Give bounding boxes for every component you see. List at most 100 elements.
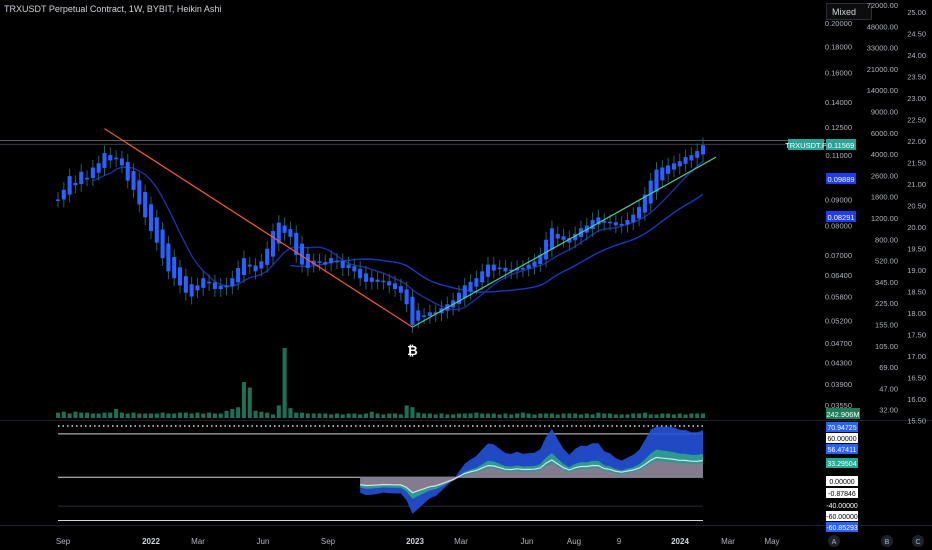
symbol-tag: TRXUSDT.P [785,141,827,150]
volume-bar [369,411,374,418]
volume-bar [143,413,148,418]
candle [683,157,688,164]
volume-bar [102,412,107,418]
oscillator-tag: -60.85293 [826,525,858,532]
chart-title: TRXUSDT Perpetual Contract, 1W, BYBIT, H… [4,4,222,14]
candle [555,233,560,239]
volume-bar [218,413,223,418]
candle [305,253,310,268]
volume-bar [79,412,84,418]
price-axis-label: 0.08000 [825,221,852,230]
right-axis-label: 22.00 [907,137,926,146]
candle [177,267,183,286]
price-axis-label: 0.14000 [825,98,852,107]
corner-button-c[interactable] [912,535,924,547]
volume-bar [90,413,95,418]
volume-bar [247,387,252,418]
candle [114,157,119,160]
candle [253,265,258,272]
volume-bar [695,413,700,418]
price-axis-label: 0.07000 [825,251,852,260]
candle [224,285,229,288]
volume-bar [230,409,235,418]
candle [590,220,595,230]
candle [544,239,549,260]
volume-bar [578,414,584,418]
time-axis-label: May [764,537,779,546]
volume-bar [584,413,589,418]
candle [265,248,270,265]
right-axis-label: 18.50 [907,288,926,297]
volume-bar [416,412,421,418]
volume-bar [544,413,549,418]
volume-bar [201,413,206,418]
volume-bar [73,411,78,418]
volume-bar [613,414,618,418]
volume-axis-label: 225.00 [875,299,898,308]
time-axis-label: Jun [257,537,270,546]
right-axis-label: 23.50 [907,73,926,82]
volume-bar [131,412,136,418]
candle [398,286,403,293]
downtrend-line[interactable] [104,128,413,328]
oscillator-tag: 33.29504 [827,461,856,468]
volume-bar [282,348,287,418]
candle [85,177,90,180]
candle [300,243,305,265]
volume-bar [404,405,409,418]
time-axis-label: Sep [321,537,336,546]
price-axis-label: 0.03550 [825,401,852,410]
candle [96,163,101,173]
volume-bar [660,413,665,418]
oscillator-tag-bg [826,488,858,498]
right-axis-label: 21.00 [907,180,926,189]
candle [573,233,578,241]
volume-axis-label: 1200.00 [871,214,898,223]
volume-bar [323,413,328,418]
volume-bar [689,413,694,418]
volume-bar [305,413,310,418]
volume-bar [561,413,566,418]
volume-bar [491,413,496,418]
candle [607,221,613,224]
volume-bar [590,414,595,418]
candle [137,180,142,205]
candle [689,155,694,161]
candle [462,285,467,299]
volume-bar [125,413,130,418]
right-axis-label: 16.00 [907,395,926,404]
volume-tag-bg [826,408,860,419]
scale-mode-button[interactable]: Mixed [826,3,872,20]
pane-separator[interactable] [0,420,932,421]
price-axis-label: 0.09000 [825,195,852,204]
candle [422,315,427,317]
volume-bar [619,414,624,418]
corner-button-a[interactable] [828,535,840,547]
uptrend-line[interactable] [412,156,717,328]
candle [352,266,357,272]
bitcoin-icon[interactable]: ₿ [407,343,418,358]
moving-average-fast[interactable] [92,160,704,311]
price-axis-label: 0.11000 [825,151,852,160]
candle [189,284,194,297]
corner-button-b[interactable] [881,535,893,547]
volume-bar [311,413,316,418]
right-axis-label: 24.00 [907,51,926,60]
volume-axis-label: 69.00 [879,363,898,372]
time-axis-label: 9 [617,537,622,546]
volume-axis-label: 33000.00 [867,44,898,53]
volume-bar [462,413,467,418]
candle [195,285,200,291]
volume-bar [392,413,398,418]
candle [416,310,421,321]
candle [329,258,334,264]
volume-bar [410,407,415,418]
candle [358,268,363,279]
oscillator-tag: 56.47411 [828,447,857,454]
right-axis-label: 17.00 [907,352,926,361]
candle [427,312,432,316]
volume-axis-label: 72000.00 [867,1,898,10]
volume-bar [387,413,392,418]
moving-average-slow[interactable] [290,193,704,293]
